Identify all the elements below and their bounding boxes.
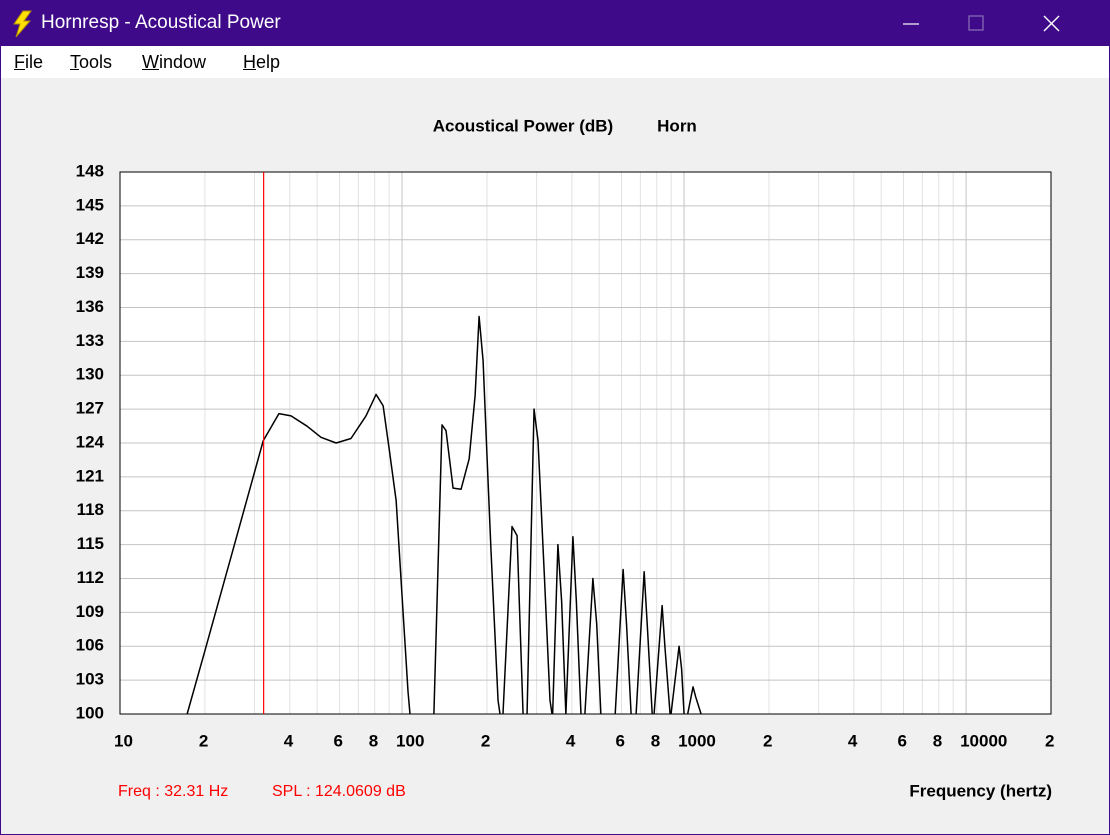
x-tick-label: 4 bbox=[848, 731, 858, 750]
x-tick-label: 6 bbox=[898, 731, 907, 750]
y-tick-label: 106 bbox=[76, 636, 104, 655]
x-tick-label: 2 bbox=[199, 731, 208, 750]
y-tick-label: 118 bbox=[77, 500, 104, 519]
x-tick-label: 6 bbox=[615, 731, 624, 750]
y-tick-label: 148 bbox=[76, 161, 104, 180]
x-axis-label: Frequency (hertz) bbox=[909, 781, 1052, 800]
close-button[interactable] bbox=[1043, 15, 1060, 32]
x-tick-label: 8 bbox=[369, 731, 378, 750]
x-tick-label: 8 bbox=[933, 731, 942, 750]
y-tick-label: 103 bbox=[76, 670, 104, 689]
x-tick-label: 2 bbox=[481, 731, 490, 750]
y-tick-label: 124 bbox=[76, 432, 105, 451]
y-tick-label: 115 bbox=[77, 534, 104, 553]
y-tick-label: 145 bbox=[76, 195, 104, 214]
menu-bar: File Tools Window Help bbox=[1, 46, 1109, 78]
x-tick-label: 4 bbox=[566, 731, 576, 750]
y-tick-label: 112 bbox=[77, 568, 104, 587]
window-title: Hornresp - Acoustical Power bbox=[41, 12, 281, 33]
chart: Acoustical Power (dB) Horn Frequency (he… bbox=[76, 116, 1055, 800]
y-tick-label: 142 bbox=[76, 229, 104, 248]
chart-title: Acoustical Power (dB) bbox=[433, 116, 613, 135]
y-tick-label: 100 bbox=[76, 703, 104, 722]
x-tick-label: 10000 bbox=[960, 731, 1007, 750]
title-bar: Hornresp - Acoustical Power bbox=[1, 1, 1109, 46]
app-icon bbox=[13, 10, 32, 38]
response-curve bbox=[186, 315, 702, 715]
y-tick-label: 109 bbox=[76, 602, 104, 621]
maximize-button[interactable] bbox=[968, 15, 984, 31]
y-tick-label: 121 bbox=[76, 466, 104, 485]
x-tick-label: 4 bbox=[284, 731, 294, 750]
chart-subtitle: Horn bbox=[657, 116, 697, 135]
y-tick-label: 139 bbox=[76, 263, 104, 282]
menu-item[interactable]: File bbox=[14, 52, 44, 72]
menu-item[interactable]: Help bbox=[243, 52, 281, 72]
menu-item[interactable]: Window bbox=[142, 52, 207, 72]
y-tick-label: 136 bbox=[76, 297, 104, 316]
cursor-frequency: Freq : 32.31 Hz bbox=[118, 783, 228, 800]
y-tick-label: 133 bbox=[76, 331, 104, 350]
x-tick-label: 6 bbox=[333, 731, 342, 750]
y-tick-label: 130 bbox=[76, 365, 104, 384]
y-tick-label: 127 bbox=[76, 399, 104, 418]
x-tick-label: 2 bbox=[1045, 731, 1054, 750]
x-tick-label: 100 bbox=[396, 731, 424, 750]
menu-item[interactable]: Tools bbox=[70, 52, 113, 72]
cursor-spl: SPL : 124.0609 dB bbox=[272, 783, 406, 800]
x-tick-label: 1000 bbox=[678, 731, 716, 750]
x-tick-label: 10 bbox=[114, 731, 133, 750]
x-tick-label: 8 bbox=[651, 731, 660, 750]
window-controls bbox=[903, 15, 1060, 32]
x-tick-label: 2 bbox=[763, 731, 772, 750]
